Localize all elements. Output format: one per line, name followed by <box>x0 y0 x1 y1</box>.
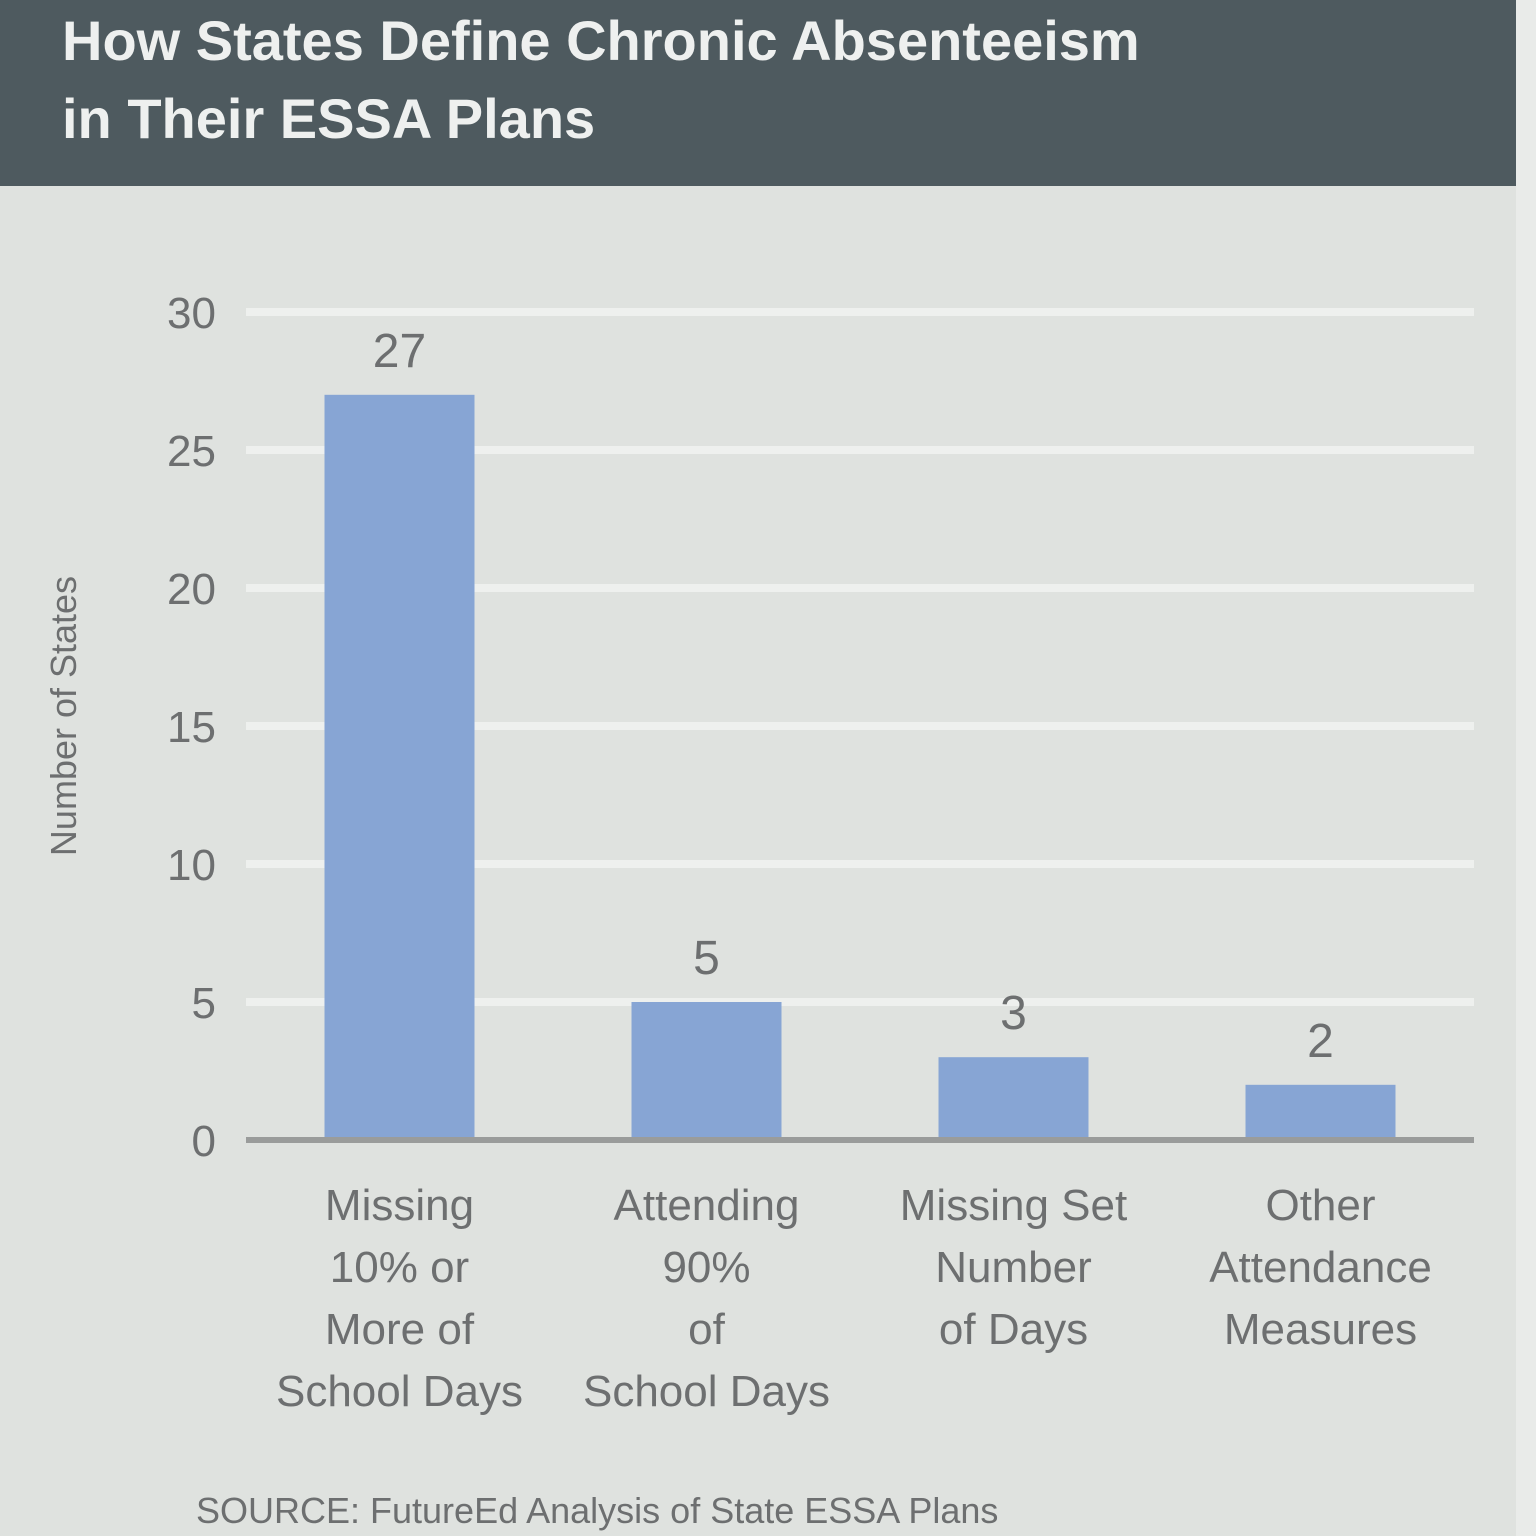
y-tick-label: 0 <box>192 1117 216 1166</box>
bar <box>324 394 475 1140</box>
y-tick-label: 30 <box>167 289 216 338</box>
x-tick-label-line: Attending <box>614 1181 800 1230</box>
value-labels: 27 5 3 2 <box>373 325 1334 1068</box>
y-axis-title: Number of States <box>43 576 84 856</box>
y-tick-label: 5 <box>192 979 216 1028</box>
y-tick-label: 25 <box>167 427 216 476</box>
chart-title: How States Define Chronic Absenteeism in… <box>62 9 1140 150</box>
bar <box>938 1057 1089 1140</box>
x-tick-label-line: 10% or <box>330 1243 469 1292</box>
x-tick-label-line: School Days <box>276 1367 523 1416</box>
data-label: 27 <box>373 325 426 378</box>
data-label: 3 <box>1000 987 1027 1040</box>
bars <box>324 394 1396 1140</box>
source-note: SOURCE: FutureEd Analysis of State ESSA … <box>196 1490 999 1531</box>
x-tick-label: Attending 90% of School Days <box>583 1181 830 1416</box>
x-tick-label: Missing Set Number of Days <box>900 1181 1127 1354</box>
y-tick-label: 10 <box>167 841 216 890</box>
x-tick-label-line: 90% <box>662 1243 750 1292</box>
data-label: 5 <box>693 932 720 985</box>
x-tick-label-line: Missing Set <box>900 1181 1127 1230</box>
y-tick-label: 15 <box>167 703 216 752</box>
x-tick-label: Missing 10% or More of School Days <box>276 1181 523 1416</box>
y-axis-ticks: 0 5 10 15 20 25 30 <box>167 289 216 1166</box>
page-edge-strip <box>1516 0 1536 1536</box>
x-axis-labels: Missing 10% or More of School DaysAttending… <box>276 1181 1432 1416</box>
bar <box>631 1002 782 1140</box>
x-tick-label-line: of Days <box>939 1305 1088 1354</box>
bar-chart: 0 5 10 15 20 25 30 27 5 3 2 Missing 10% or More of S… <box>43 289 1474 1416</box>
bar <box>1245 1084 1396 1140</box>
x-tick-label-line: School Days <box>583 1367 830 1416</box>
x-tick-label: Other Attendance Measures <box>1209 1181 1432 1354</box>
data-label: 2 <box>1307 1015 1334 1068</box>
x-tick-label-line: Number <box>935 1243 1092 1292</box>
x-tick-label-line: Other <box>1265 1181 1375 1230</box>
x-tick-label-line: More of <box>325 1305 475 1354</box>
x-tick-label-line: of <box>688 1305 725 1354</box>
y-tick-label: 20 <box>167 565 216 614</box>
x-tick-label-line: Missing <box>325 1181 474 1230</box>
x-tick-label-line: Measures <box>1224 1305 1417 1354</box>
x-tick-label-line: Attendance <box>1209 1243 1432 1292</box>
title-banner: How States Define Chronic Absenteeism in… <box>0 0 1516 186</box>
